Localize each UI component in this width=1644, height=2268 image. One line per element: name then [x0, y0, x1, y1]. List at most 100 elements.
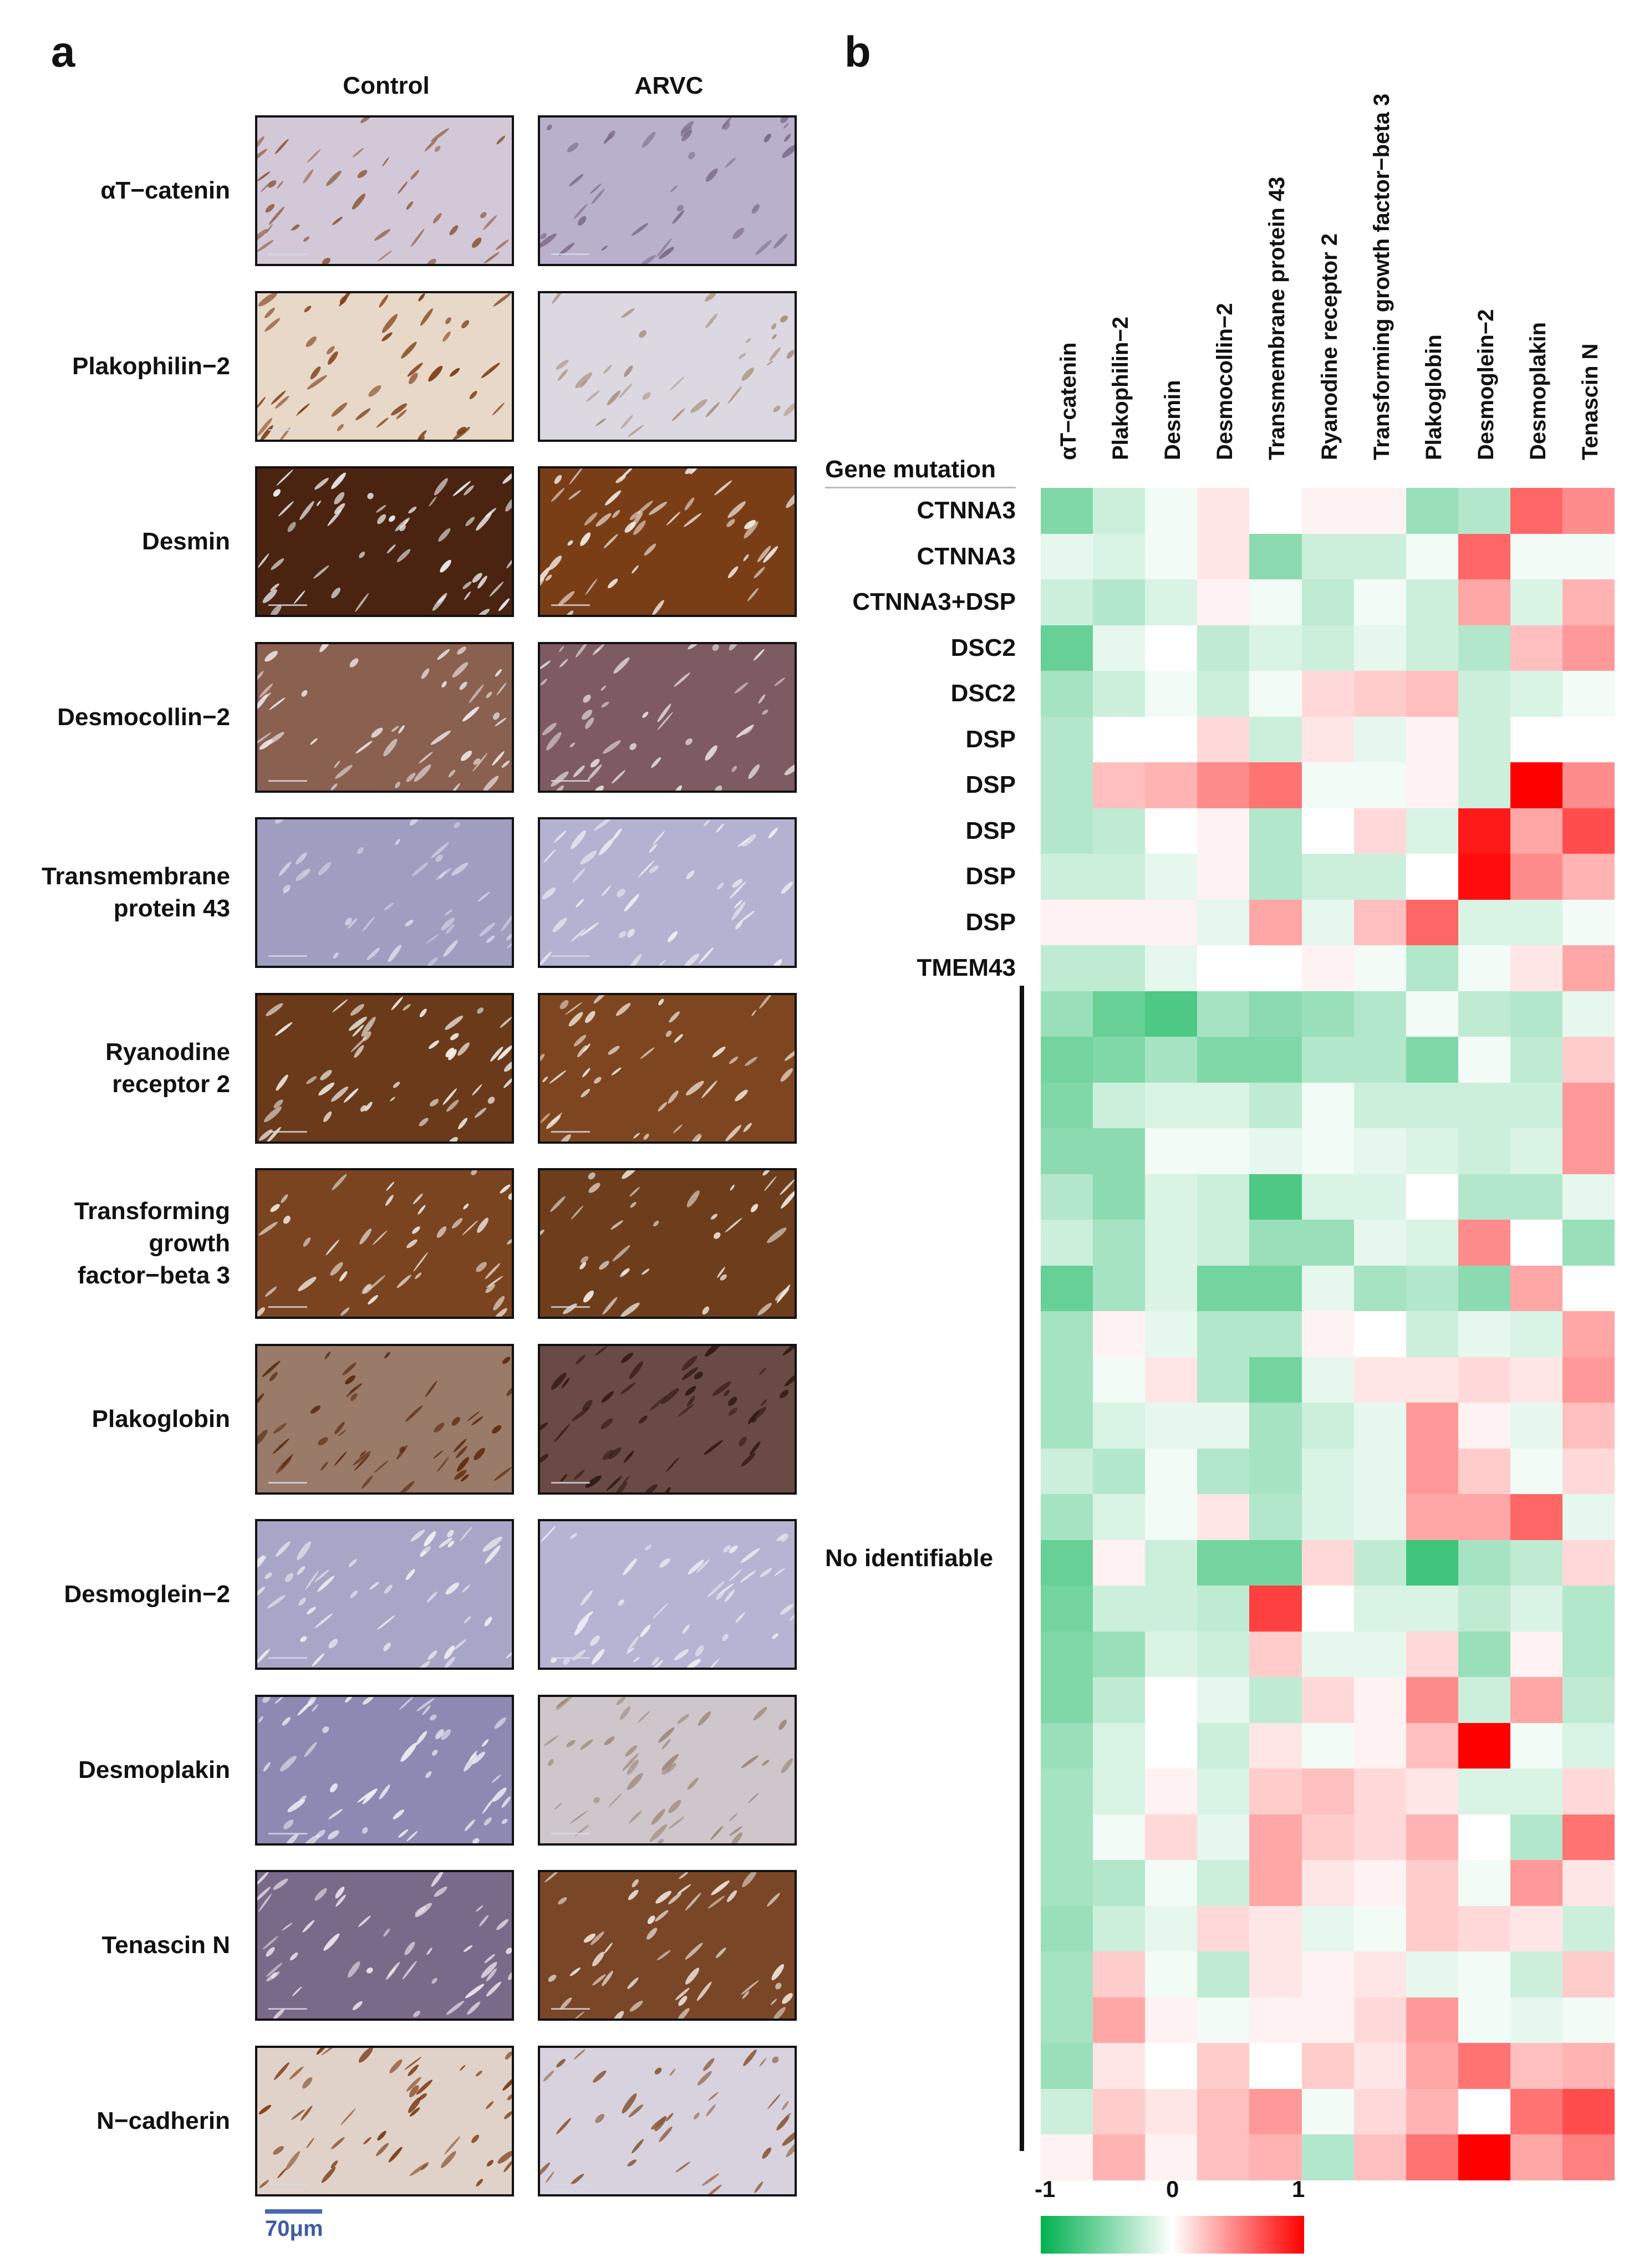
heatmap-cell: [1510, 1266, 1562, 1311]
heatmap-cell: [1197, 1906, 1249, 1951]
legend-tick-min: -1: [1035, 2176, 1056, 2202]
heatmap-cell: [1145, 1266, 1197, 1311]
heatmap-cell: [1406, 1997, 1458, 2043]
heatmap-cell: [1458, 1083, 1510, 1128]
control-stain-image: [255, 466, 514, 617]
heatmap-cell: [1562, 1083, 1615, 1128]
heatmap-cell: [1249, 1174, 1302, 1220]
gene-mutation-label: CTNNA3: [917, 543, 1016, 570]
heatmap-cell: [1406, 900, 1458, 945]
heatmap-cell: [1249, 762, 1302, 808]
heatmap-cell: [1458, 1951, 1510, 1997]
heatmap-cell: [1302, 1951, 1354, 1997]
gene-mutation-label: DSP: [965, 817, 1016, 844]
heatmap-cell: [1197, 534, 1249, 579]
heatmap-column-label-text: Plakoglobin: [1422, 334, 1446, 460]
heatmap-cell: [1510, 991, 1562, 1037]
control-stain-image: [255, 993, 514, 1144]
heatmap-cell: [1458, 1860, 1510, 1906]
heatmap-column-label: Transmembrane protein 43: [1249, 6, 1301, 463]
heatmap-cell: [1145, 1311, 1197, 1357]
stain-row-label-line: Transforming: [74, 1197, 230, 1225]
heatmap-cell: [1041, 625, 1093, 671]
heatmap-cell: [1406, 1037, 1458, 1083]
heatmap-cell: [1145, 625, 1197, 671]
control-stain-image: [255, 642, 514, 793]
heatmap-cell: [1093, 900, 1145, 945]
heatmap-cell: [1249, 1128, 1302, 1174]
heatmap-cell: [1249, 1632, 1302, 1677]
heatmap-cell: [1406, 1768, 1458, 1815]
heatmap-cell: [1041, 1403, 1093, 1449]
heatmap-cell: [1562, 762, 1615, 808]
gene-mutation-label: DSP: [965, 863, 1016, 890]
stain-row-label: Desmin: [142, 466, 230, 617]
arvc-stain-image: [538, 1519, 797, 1670]
stain-row-label-line: receptor 2: [112, 1071, 230, 1098]
heatmap-cell: [1510, 1449, 1562, 1494]
heatmap-cell: [1406, 671, 1458, 717]
heatmap-cell: [1562, 1906, 1615, 1951]
heatmap-cell: [1406, 717, 1458, 762]
heatmap-cell: [1145, 2043, 1197, 2089]
heatmap-column-label-text: Desmoplakin: [1526, 322, 1550, 460]
heatmap-cell: [1249, 1951, 1302, 1997]
heatmap-cell: [1249, 991, 1302, 1037]
heatmap-cell: [1562, 1997, 1615, 2043]
heatmap-cell: [1145, 1723, 1197, 1768]
heatmap-cell: [1458, 717, 1510, 762]
heatmap-column-label-text: Ryanodine receptor 2: [1317, 233, 1342, 460]
heatmap-cell: [1249, 2043, 1302, 2089]
heatmap-cell: [1041, 1357, 1093, 1403]
arvc-stain-image: [538, 1168, 797, 1319]
heatmap-cell: [1458, 488, 1510, 534]
heatmap-cell: [1197, 625, 1249, 671]
control-stain-image: [255, 291, 514, 442]
heatmap-cell: [1041, 2043, 1093, 2089]
heatmap-cell: [1249, 1997, 1302, 2043]
stain-row-label-line: N−cadherin: [96, 2107, 230, 2134]
heatmap-cell: [1406, 1311, 1458, 1357]
heatmap-cell: [1145, 1357, 1197, 1403]
scale-bar-label: 70μm: [265, 2216, 323, 2241]
stain-row-label-line: Ryanodine: [105, 1038, 230, 1066]
heatmap-cell: [1197, 1494, 1249, 1540]
heatmap-cell: [1562, 717, 1615, 762]
heatmap-cell: [1302, 1997, 1354, 2043]
heatmap-cell: [1354, 579, 1406, 625]
stain-row-label: Ryanodine receptor 2: [105, 993, 230, 1144]
heatmap-cell: [1406, 1860, 1458, 1906]
heatmap-cell: [1302, 671, 1354, 717]
heatmap-cell: [1458, 1997, 1510, 2043]
heatmap-cell: [1145, 1449, 1197, 1494]
heatmap-cell: [1041, 1449, 1093, 1494]
heatmap-cell: [1406, 1357, 1458, 1403]
heatmap-cell: [1562, 625, 1615, 671]
heatmap-cell: [1093, 1494, 1145, 1540]
heatmap-cell: [1406, 1723, 1458, 1768]
scale-bar: [265, 2209, 322, 2214]
heatmap-cell: [1145, 1860, 1197, 1906]
heatmap-cell: [1093, 671, 1145, 717]
heatmap-cell: [1354, 1677, 1406, 1723]
heatmap-cell: [1510, 1906, 1562, 1951]
heatmap-cell: [1406, 991, 1458, 1037]
heatmap-cell: [1145, 1677, 1197, 1723]
heatmap-cell: [1041, 1494, 1093, 1540]
heatmap-cell: [1458, 1266, 1510, 1311]
legend-tick-max: 1: [1292, 2176, 1305, 2202]
heatmap-cell: [1197, 2089, 1249, 2134]
heatmap-cell: [1354, 1083, 1406, 1128]
heatmap-cell: [1041, 991, 1093, 1037]
control-stain-image: [255, 817, 514, 968]
stain-row-label: N−cadherin: [96, 2046, 230, 2196]
heatmap-cell: [1302, 1128, 1354, 1174]
heatmap-cell: [1510, 579, 1562, 625]
heatmap-cell: [1510, 1403, 1562, 1449]
control-stain-image: [255, 2046, 514, 2196]
stain-row-label-line: Desmoglein−2: [64, 1581, 230, 1608]
stain-row-label-line: αT−catenin: [100, 177, 230, 204]
heatmap-cell: [1197, 945, 1249, 991]
heatmap-cell: [1302, 1540, 1354, 1586]
heatmap-cell: [1197, 1037, 1249, 1083]
